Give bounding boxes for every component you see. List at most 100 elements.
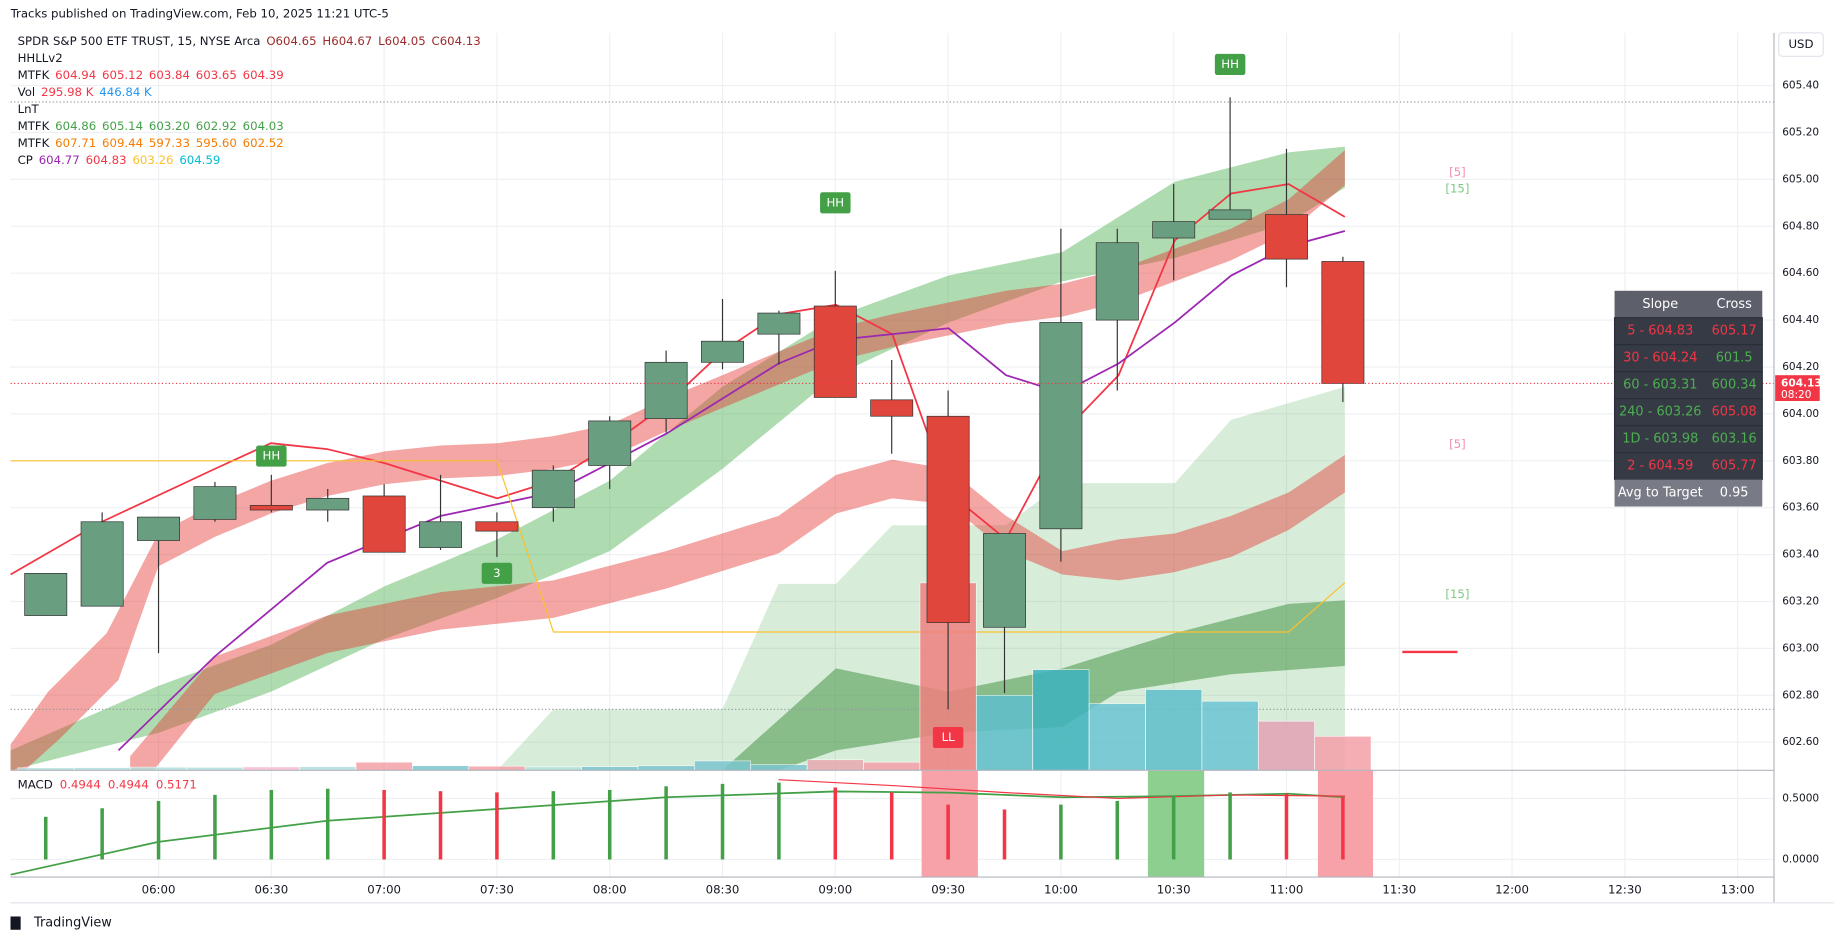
volume-bar bbox=[863, 761, 921, 771]
legend-value: 603.26 bbox=[132, 153, 173, 167]
annotation: HH bbox=[826, 195, 844, 209]
table-cell: 605.08 bbox=[1712, 405, 1757, 420]
x-tick-label: 08:30 bbox=[706, 882, 740, 896]
table-cell: 2 - 604.59 bbox=[1627, 459, 1693, 474]
x-tick-label: 06:30 bbox=[254, 882, 288, 896]
table-footer-bg bbox=[1614, 479, 1763, 507]
annotation-box bbox=[1214, 53, 1246, 76]
volume-bar bbox=[1201, 700, 1259, 771]
legend-value: 446.84 K bbox=[99, 85, 152, 99]
candle-body bbox=[80, 521, 124, 607]
x-tick-label: 11:00 bbox=[1270, 882, 1304, 896]
table-cell: 5 - 604.83 bbox=[1627, 324, 1693, 339]
candle-body bbox=[193, 486, 237, 520]
table-header: Cross bbox=[1716, 297, 1752, 312]
candle-body bbox=[1208, 209, 1252, 220]
x-tick-label: 07:00 bbox=[367, 882, 401, 896]
candle-body bbox=[1039, 322, 1083, 530]
volume-bar bbox=[1314, 736, 1372, 771]
macd-bar bbox=[1228, 792, 1232, 860]
macd-bar bbox=[100, 808, 104, 860]
table-row-bg bbox=[1613, 398, 1763, 427]
legend-value: 603.20 bbox=[149, 119, 190, 133]
macd-bar bbox=[889, 792, 894, 860]
volume-bar bbox=[1258, 720, 1315, 771]
brand: TradingView bbox=[33, 915, 112, 930]
currency-box[interactable] bbox=[1778, 32, 1824, 57]
macd-reading: 0.5171 bbox=[156, 777, 197, 791]
macd-bar bbox=[1171, 796, 1176, 860]
legend-value: 604.77 bbox=[39, 153, 80, 167]
macd-bar bbox=[156, 800, 161, 860]
legend-value: 602.52 bbox=[243, 136, 284, 150]
y-tick-label: 604.80 bbox=[1782, 220, 1819, 232]
table-cell: 603.16 bbox=[1712, 432, 1757, 447]
y-tick-label: 603.80 bbox=[1782, 455, 1819, 467]
grid bbox=[10, 32, 1775, 878]
macd-bar bbox=[833, 787, 838, 860]
macd-bar bbox=[551, 791, 556, 860]
legend-line: CP 604.77 604.83 603.26 604.59 bbox=[18, 153, 221, 167]
macd-bar bbox=[664, 786, 668, 860]
y-tick-label: 603.40 bbox=[1782, 549, 1819, 561]
y-tick-label: 602.80 bbox=[1782, 689, 1819, 701]
candle-body bbox=[24, 573, 68, 616]
annotation-box bbox=[820, 192, 851, 214]
legend-value: L604.05 bbox=[378, 34, 426, 48]
table-row-bg bbox=[1613, 317, 1763, 346]
plot-layer bbox=[10, 97, 1775, 860]
macd-bar bbox=[777, 782, 781, 860]
legend-value: 295.98 K bbox=[41, 85, 94, 99]
legend-value: 603.65 bbox=[196, 68, 237, 82]
table-cell: 605.77 bbox=[1712, 459, 1757, 474]
legend-line: MTFK 607.71 609.44 597.33 595.60 602.52 bbox=[18, 136, 284, 150]
candle-body bbox=[1265, 214, 1308, 260]
macd-legend: MACD 0.4944 0.4944 0.5171 bbox=[18, 777, 197, 791]
candle-body bbox=[701, 340, 744, 363]
countdown: 08:20 bbox=[1781, 389, 1812, 401]
legend-name: HHLLv2 bbox=[18, 51, 63, 65]
side-label: [5] bbox=[1449, 437, 1466, 451]
y-tick-label: 603.60 bbox=[1782, 502, 1819, 514]
macd-bar bbox=[382, 789, 386, 860]
macd-bar bbox=[720, 783, 725, 860]
published: Tracks published on TradingView.com, Feb… bbox=[10, 7, 389, 21]
macd-bar bbox=[43, 816, 48, 860]
x-tick-label: 12:00 bbox=[1495, 882, 1529, 896]
volume-bar bbox=[976, 695, 1033, 771]
candle-body bbox=[588, 420, 632, 466]
volume-layer bbox=[17, 582, 1372, 771]
legend-name: MTFK bbox=[18, 136, 50, 150]
legend-value: 604.83 bbox=[86, 153, 127, 167]
legend-value: 603.84 bbox=[149, 68, 190, 82]
macd-title: MACD bbox=[18, 777, 53, 791]
legend-value: 604.03 bbox=[243, 119, 284, 133]
candle-body bbox=[419, 521, 462, 548]
legend-value: 595.60 bbox=[196, 136, 237, 150]
legend-value: 604.94 bbox=[55, 68, 96, 82]
overlay-layer: 602.60 602.80 603.00 603.20 603.40 603.60 603.… bbox=[18, 34, 1822, 897]
y-tick-label: 604.60 bbox=[1782, 267, 1819, 279]
brand-logo: ▇ bbox=[10, 915, 22, 930]
table-row-bg bbox=[1613, 451, 1763, 481]
legend-line: Vol 295.98 K 446.84 K bbox=[18, 85, 152, 99]
candle-body bbox=[137, 516, 180, 541]
x-tick-label: 09:00 bbox=[818, 882, 852, 896]
ma-line bbox=[10, 460, 1346, 633]
legend-name: MTFK bbox=[18, 68, 50, 82]
macd-bar bbox=[495, 792, 499, 860]
table-cell: 600.34 bbox=[1712, 378, 1757, 393]
y-tick-label: 602.60 bbox=[1782, 736, 1819, 748]
legend-value: 604.39 bbox=[243, 68, 284, 82]
volume-bar bbox=[1032, 669, 1090, 771]
green-cloud bbox=[10, 146, 1345, 771]
legend-name: SPDR S&P 500 ETF TRUST, 15, NYSE Arca bbox=[18, 34, 261, 48]
candle-body bbox=[644, 361, 688, 419]
volume-bar bbox=[694, 760, 751, 771]
legend-value: 605.14 bbox=[102, 119, 143, 133]
candle-body bbox=[983, 533, 1026, 628]
x-tick-label: 12:30 bbox=[1608, 882, 1642, 896]
